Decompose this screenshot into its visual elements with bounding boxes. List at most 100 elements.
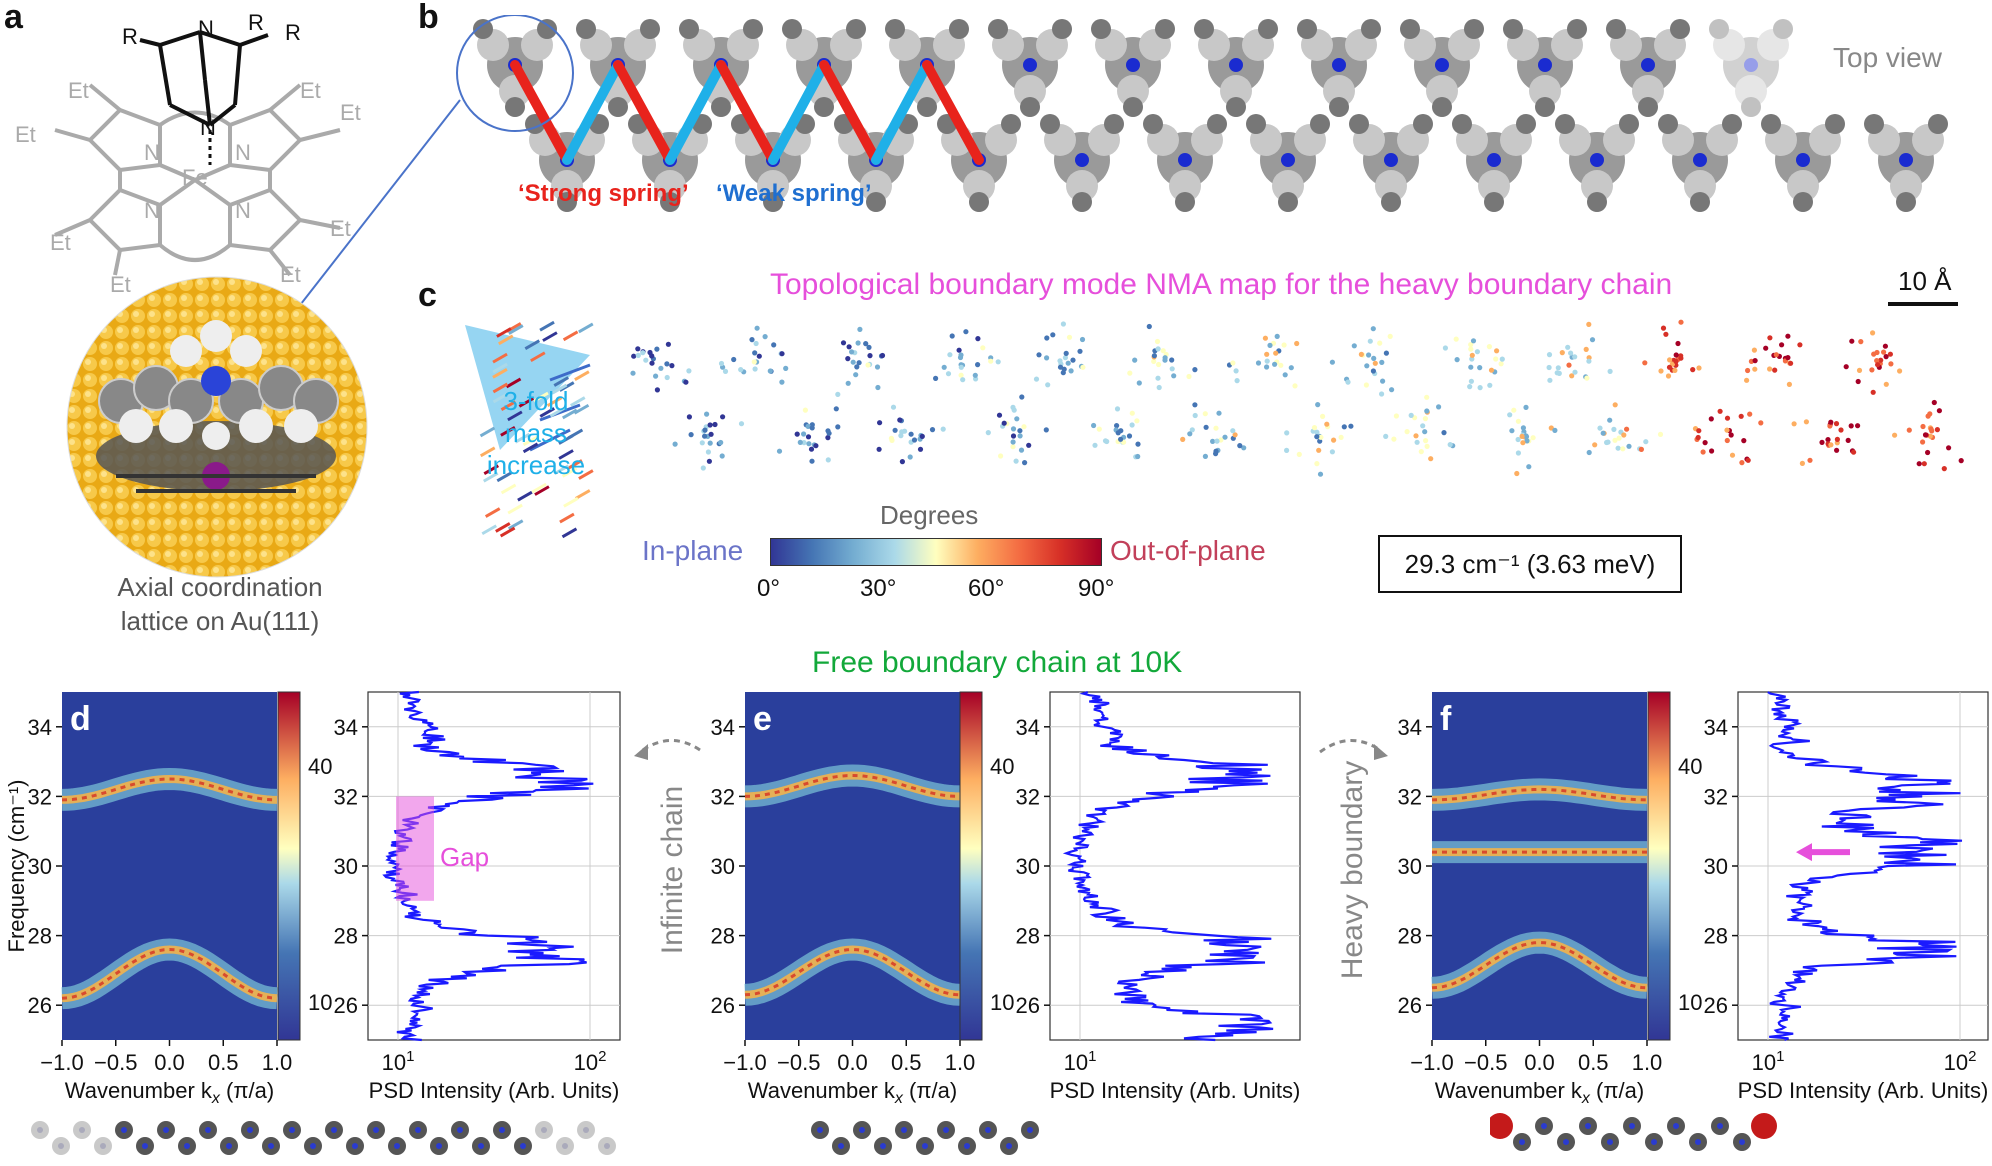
nma-mark [1696,428,1702,434]
nma-mark [1129,410,1135,416]
chain-center [1739,1139,1745,1145]
nma-mark [1320,413,1326,419]
nma-mark [664,374,670,381]
caption-line-2: lattice on Au(111) [120,606,320,636]
nma-mark [1767,335,1773,341]
nma-mark [1600,430,1606,436]
nma-mark [1210,438,1216,444]
chain-center [499,1127,505,1133]
nma-mark [1875,362,1881,368]
out-of-plane-label: Out-of-plane [1110,535,1266,566]
chain-center [880,1143,886,1149]
nma-arrow [479,426,496,438]
nma-arrow [534,485,550,496]
nma-mark [1315,402,1321,408]
nma-mark [1936,408,1942,414]
chain-center [520,1143,526,1149]
nma-mark [1146,323,1152,330]
chain-center [58,1143,64,1149]
nma-mark [1213,451,1219,457]
colorbar-tick-30: 30° [860,575,897,602]
ytick-label: 28 [28,924,52,949]
nma-mark [988,358,994,364]
chem-R-mid: R [248,10,264,35]
nma-mark [756,353,762,359]
nma-arrow [551,383,568,395]
nma-mark [1154,338,1161,345]
nma-mark [1216,410,1222,416]
chain-center [142,1143,148,1149]
xtick-label: −1.0 [40,1050,83,1075]
nma-mark [850,359,856,365]
panel-c-title: Topological boundary mode NMA map for th… [770,268,1673,301]
nma-mark [1499,356,1505,362]
nma-mark [738,421,745,427]
nma-mark [877,420,883,426]
nma-mark [1230,360,1236,366]
ytick-label: 28 [1398,924,1422,949]
nma-arrow [498,334,514,346]
nma-mark [1404,429,1410,435]
chain-center [436,1143,442,1149]
infinite-arrowhead [634,744,648,760]
nma-mark [1079,336,1086,343]
nma-mark [1785,355,1791,361]
nma-mark [1584,375,1590,381]
weak-spring-2 [665,60,726,165]
panel-label-c: c [418,276,437,314]
nma-mark [1187,431,1193,437]
nma-mark [1524,438,1530,444]
nma-mark [1273,350,1279,356]
nma-mark [1520,425,1526,431]
nma-mark [1738,413,1744,419]
chain-image-f [1490,1113,1777,1151]
nma-mark [1878,357,1884,363]
nma-mark [1068,368,1074,374]
nma-arrow [496,471,513,483]
nma-mark [1288,365,1294,371]
nma-mark [892,427,898,433]
nma-mark [1371,355,1377,361]
mass-triangle [465,325,590,450]
chem-N-4: N [235,198,251,223]
nma-mark [1519,433,1525,439]
gap-label: Gap [440,842,490,872]
psd-curve-e [1062,690,1274,1042]
psd-xtick-label: 101 [1752,1048,1785,1075]
chem-Et-1: Et [68,78,89,103]
nma-mark [665,341,671,347]
molecule-chain-top-view [456,15,1948,212]
chem-Et-4: Et [340,100,361,125]
nma-mark [1118,428,1124,434]
nma-mark [1498,361,1504,367]
colorbar-tick: 40 [308,754,332,779]
nma-arrow [549,406,566,418]
nma-mark [1314,461,1320,467]
heavy-boundary-label: Heavy boundary [1336,761,1369,979]
nma-arrow [483,471,499,483]
nma-mark [754,325,760,331]
nma-mark [1845,437,1851,443]
nma-mark [1294,340,1300,347]
nma-arrow [567,428,584,440]
chain-center [838,1143,844,1149]
nma-mark [1284,430,1290,436]
heatmap-xlabel: Wavenumber kx (π/a) [748,1078,957,1107]
nma-mark [1418,449,1424,455]
frequency-box: 29.3 cm⁻¹ (3.63 meV) [1378,535,1682,593]
chem-Et-5: Et [50,230,71,255]
nma-mark [1383,350,1389,356]
chain-center [943,1127,949,1133]
ytick-label: 32 [1398,784,1422,809]
nma-mark [998,453,1004,459]
nma-mark [1493,356,1499,362]
nma-mark [635,346,641,352]
nma-mark [1559,350,1565,356]
nma-mark [706,458,712,464]
ytick-label: 32 [711,784,735,809]
chain-center [1651,1139,1657,1145]
nma-mark [1767,366,1773,372]
nma-mark [1314,434,1320,440]
nma-mark [1834,436,1840,442]
nma-mark [751,359,757,365]
